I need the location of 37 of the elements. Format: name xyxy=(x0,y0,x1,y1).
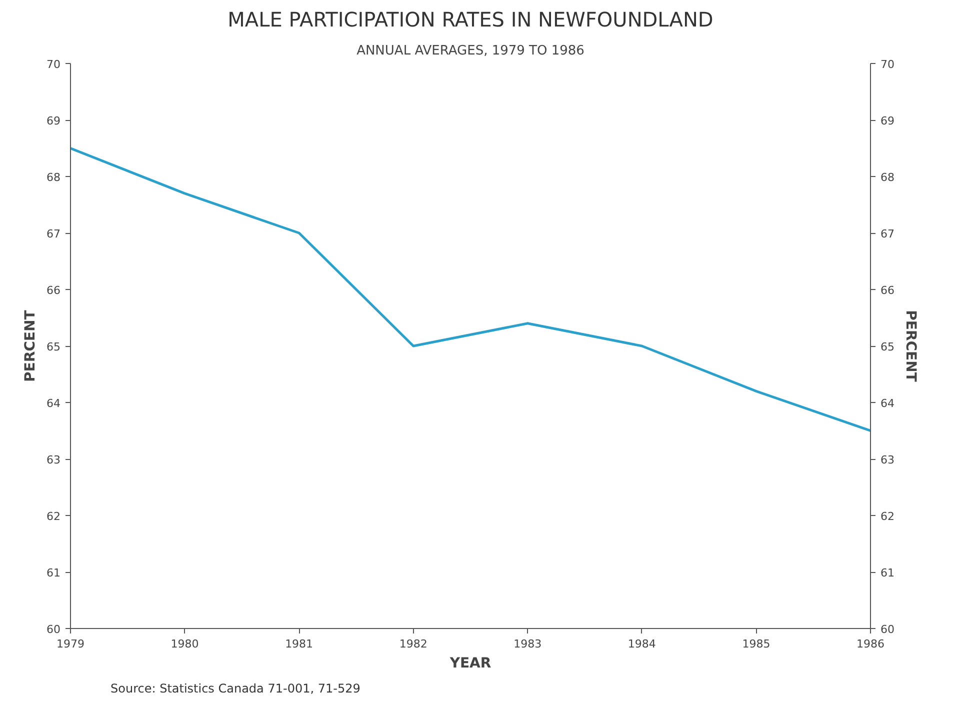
x-tick-label: 1982 xyxy=(399,638,428,650)
y-tick-label: 60 xyxy=(46,623,61,636)
y2-tick-label: 66 xyxy=(880,284,894,297)
y2-tick-label: 60 xyxy=(880,623,894,636)
y-tick-label: 61 xyxy=(46,566,61,580)
x-tick-label: 1979 xyxy=(56,638,85,650)
y2-tick-label: 69 xyxy=(880,114,894,128)
x-tick-label: 1985 xyxy=(742,638,770,650)
y2-tick-label: 68 xyxy=(880,171,894,184)
y-tick-label: 62 xyxy=(46,510,61,523)
y-tick-label: 63 xyxy=(46,454,61,466)
y2-tick-label: 63 xyxy=(880,454,894,466)
y-tick-label: 70 xyxy=(46,58,61,71)
y-tick-label: 65 xyxy=(46,340,61,354)
y-tick-label: 69 xyxy=(46,114,61,128)
y-tick-label: 66 xyxy=(46,284,61,297)
y2-axis-title: PERCENT xyxy=(902,310,918,382)
y2-tick-label: 62 xyxy=(880,510,894,523)
x-tick-label: 1986 xyxy=(856,638,885,650)
source-note: Source: Statistics Canada 71-001, 71-529 xyxy=(110,682,360,696)
y-axis-title: PERCENT xyxy=(22,310,39,382)
x-tick-label: 1981 xyxy=(285,638,314,650)
x-axis-title: YEAR xyxy=(448,656,492,672)
y2-tick-label: 70 xyxy=(880,58,894,71)
y2-tick-label: 61 xyxy=(880,566,894,580)
chart-title: MALE PARTICIPATION RATES IN NEWFOUNDLAND xyxy=(228,8,714,32)
y2-tick-label: 67 xyxy=(880,228,894,240)
y2-tick-label: 64 xyxy=(880,397,894,410)
x-tick-label: 1980 xyxy=(170,638,199,650)
x-tick-label: 1984 xyxy=(628,638,656,650)
chart-subtitle: ANNUAL AVERAGES, 1979 TO 1986 xyxy=(356,44,584,58)
line-series xyxy=(70,147,870,432)
y-tick-label: 67 xyxy=(46,228,61,240)
x-tick-label: 1983 xyxy=(514,638,542,650)
y2-tick-label: 65 xyxy=(880,340,894,354)
y-tick-label: 64 xyxy=(46,397,61,410)
y-tick-label: 68 xyxy=(46,171,61,184)
